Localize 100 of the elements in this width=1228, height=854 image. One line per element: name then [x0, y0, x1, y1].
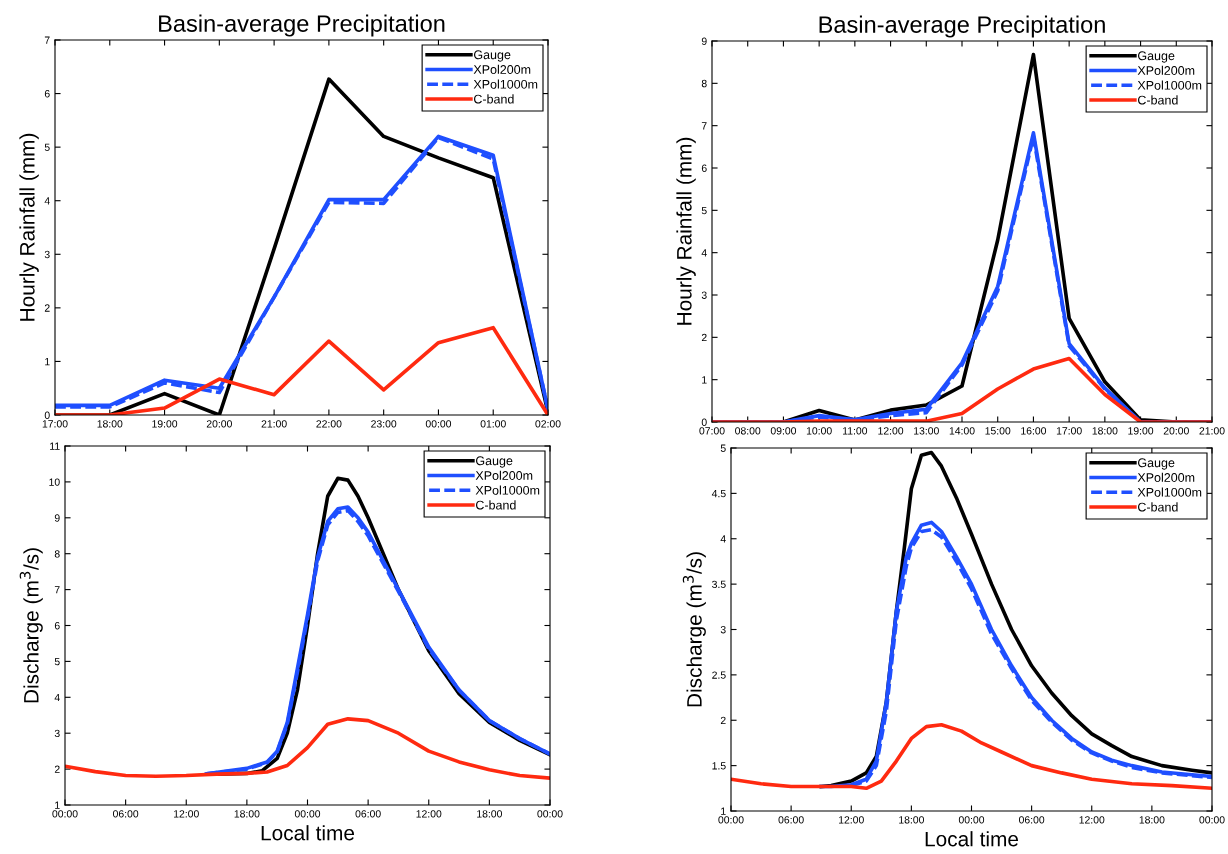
y-tick-label: 4.5 — [711, 489, 726, 498]
y-tick-label: 3.5 — [712, 580, 726, 588]
x-tick-label: 20:00 — [206, 420, 232, 428]
x-tick-label: 08:00 — [735, 427, 761, 435]
x-tick-label: 15:00 — [985, 427, 1011, 435]
x-tick-label: 12:00 — [174, 810, 199, 818]
y-tick-label: 3 — [720, 626, 726, 634]
y-tick-label: 1.5 — [712, 762, 726, 770]
x-tick-label: 12:00 — [878, 427, 904, 435]
y-tick-label: 1 — [702, 376, 707, 384]
y-tick-label: 7 — [44, 36, 50, 44]
x-tick-label: 06:00 — [778, 816, 804, 824]
y-tick-label: 4 — [701, 249, 707, 257]
y-tick-label: 6 — [701, 164, 707, 172]
x-tick-label: 18:00 — [1092, 427, 1118, 435]
x-tick-label: 11:00 — [843, 427, 868, 435]
y-tick-label: 4 — [44, 197, 50, 205]
x-tick-label: 10:00 — [806, 427, 832, 435]
x-tick-label: 21:00 — [261, 420, 287, 428]
x-tick-label: 18:00 — [477, 810, 502, 818]
legend-label: C-band — [1138, 502, 1178, 512]
legend-label: Gauge — [474, 50, 511, 62]
y-tick-label: 5 — [54, 658, 60, 666]
x-tick-label: 01:00 — [480, 420, 506, 428]
y-tick-label: 8 — [54, 550, 60, 558]
x-tick-label: 12:00 — [416, 810, 442, 818]
y-tick-label: 9 — [701, 37, 707, 45]
x-tick-label: 22:00 — [316, 420, 342, 428]
x-tick-label: 21:00 — [1199, 427, 1225, 435]
x-tick-label: 00:00 — [537, 810, 563, 818]
y-tick-label: 1 — [721, 807, 726, 815]
y-tick-label: 2 — [54, 765, 60, 773]
y-tick-label: 0 — [701, 418, 707, 426]
x-tick-label: 18:00 — [97, 420, 123, 428]
x-tick-label: 07:00 — [699, 427, 725, 435]
legend-label: Gauge — [1138, 458, 1175, 470]
y-axis-title: Hourly Rainfall (mm) — [676, 137, 696, 325]
y-tick-label: 2.5 — [712, 671, 726, 679]
y-tick-label: 8 — [701, 79, 707, 88]
y-tick-label: 6 — [44, 90, 50, 98]
legend-label: XPol1000m — [1137, 80, 1202, 90]
legend-label: XPol200m — [473, 64, 531, 74]
y-tick-label: 3 — [54, 729, 60, 738]
y-tick-label: 5 — [720, 444, 726, 452]
x-tick-label: 00:00 — [52, 810, 78, 818]
legend-label: C-band — [1138, 95, 1178, 105]
y-tick-label: 2 — [701, 333, 707, 342]
y-tick-label: 3 — [44, 250, 50, 259]
x-tick-label: 00:00 — [718, 816, 744, 824]
legend-label: Gauge — [476, 456, 513, 468]
x-tick-label: 19:00 — [1128, 427, 1154, 435]
y-tick-label: 7 — [54, 586, 60, 594]
x-tick-label: 14:00 — [949, 427, 975, 435]
x-tick-label: 00:00 — [294, 810, 321, 818]
legend-label: XPol200m — [475, 470, 533, 480]
legend-label: XPol200m — [1137, 65, 1195, 75]
y-tick-label: 5 — [44, 143, 50, 152]
y-tick-label: 9 — [54, 514, 60, 522]
y-tick-label: 7 — [701, 122, 707, 130]
y-axis-title: Discharge (m$^{3}$/s) — [19, 548, 43, 703]
y-tick-label: 1 — [55, 801, 60, 809]
y-tick-label: 4 — [720, 535, 726, 543]
legend-label: XPol1000m — [475, 485, 540, 495]
y-axis-title: Hourly Rainfall (mm) — [19, 133, 39, 321]
x-tick-label: 17:00 — [1056, 427, 1082, 435]
legend-label: XPol200m — [1137, 472, 1195, 482]
legend-label: XPol1000m — [473, 79, 538, 89]
x-tick-label: 06:00 — [1019, 816, 1045, 824]
x-tick-label: 00:00 — [1199, 816, 1225, 824]
y-tick-label: 11 — [50, 442, 60, 450]
x-axis-title: Local time — [261, 825, 355, 841]
x-tick-label: 12:00 — [1079, 816, 1105, 824]
legend-label: C-band — [476, 500, 516, 510]
x-axis-title: Local time — [925, 831, 1019, 847]
x-tick-label: 16:00 — [1021, 427, 1047, 435]
y-tick-label: 1 — [45, 358, 50, 366]
x-tick-label: 17:00 — [42, 420, 68, 428]
x-tick-label: 12:00 — [839, 816, 864, 824]
y-tick-label: 6 — [54, 622, 60, 630]
x-tick-label: 00:00 — [425, 420, 452, 428]
y-tick-label: 2 — [44, 304, 50, 312]
x-tick-label: 19:00 — [152, 420, 178, 428]
x-tick-label: 20:00 — [1163, 427, 1189, 435]
x-tick-label: 02:00 — [535, 420, 561, 428]
x-tick-label: 18:00 — [234, 810, 260, 818]
line-series — [65, 717, 550, 780]
y-tick-label: 0 — [44, 411, 50, 419]
x-tick-label: 23:00 — [371, 420, 397, 428]
x-tick-label: 18:00 — [1139, 816, 1165, 824]
line-series — [731, 722, 1212, 791]
x-tick-label: 18:00 — [899, 816, 924, 824]
y-axis-title: Discharge (m$^{3}$/s) — [682, 552, 706, 707]
legend-label: Gauge — [1138, 51, 1175, 63]
y-tick-label: 5 — [701, 206, 707, 215]
y-tick-label: 10 — [49, 478, 60, 486]
chart-title: Basin-average Precipitation — [819, 15, 1105, 38]
chart-title: Basin-average Precipitation — [159, 14, 445, 37]
y-tick-label: 4 — [54, 693, 60, 702]
legend-label: XPol1000m — [1137, 487, 1202, 497]
y-tick-label: 3 — [701, 291, 707, 299]
